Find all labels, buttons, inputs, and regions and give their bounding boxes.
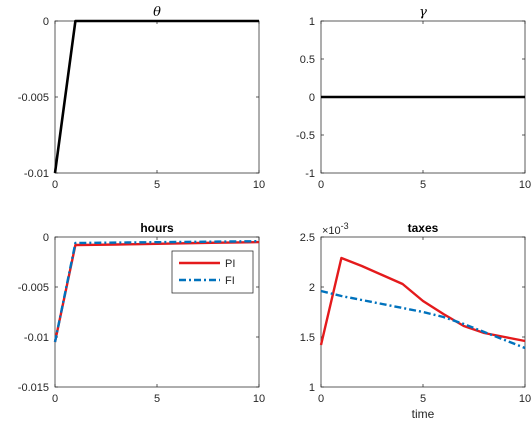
y-tick-label: -0.005: [18, 92, 49, 104]
legend: PI FI: [171, 250, 254, 294]
x-tick-label: 5: [154, 393, 160, 405]
axes-box: [54, 20, 260, 174]
x-tick-label: 0: [318, 393, 324, 405]
y-tick-label: -1: [305, 168, 315, 180]
legend-label-pi: PI: [225, 258, 235, 270]
series-line-fi: [320, 289, 526, 350]
x-tick-label: 5: [420, 393, 426, 405]
x-axis-label: time: [412, 407, 435, 421]
chart-title: θ: [153, 5, 161, 20]
chart-title: hours: [140, 221, 174, 235]
x-tick-label: 5: [420, 179, 426, 191]
x-tick-label: 10: [519, 179, 531, 191]
y-tick-label: 1.5: [300, 332, 315, 344]
y-tick-label: -0.015: [18, 382, 49, 394]
series-line-1: [53, 19, 259, 174]
y-tick-label: 0: [309, 92, 315, 104]
y-tick-label: 1: [309, 16, 315, 28]
x-tick-label: 10: [253, 179, 265, 191]
axis-exponent: ×10-3: [322, 221, 349, 237]
x-tick-label: 10: [253, 393, 265, 405]
y-tick-label: -0.01: [24, 168, 49, 180]
y-tick-label: 0: [43, 16, 49, 28]
y-tick-label: 1: [309, 382, 315, 394]
subplot-3: 0 5 10 -0.015 -0.01 -0.005 0 hours PI FI: [18, 221, 265, 405]
chart-title: γ: [419, 5, 427, 20]
chart-title: taxes: [408, 221, 439, 235]
x-tick-label: 0: [318, 179, 324, 191]
subplot-1: 0 5 10 -0.01 -0.005 0 θ: [18, 5, 265, 191]
y-tick-label: 0.5: [300, 54, 315, 66]
subplot-4: 0 5 10 1 1.5 2 2.5 taxes time ×10-3: [300, 221, 531, 421]
subplot-2: 0 5 10 -1 -0.5 0 0.5 1 γ: [296, 5, 531, 191]
legend-box: [171, 250, 254, 294]
legend-label-fi: FI: [225, 275, 235, 287]
x-tick-label: 10: [519, 393, 531, 405]
y-tick-label: 2.5: [300, 232, 315, 244]
x-tick-label: 5: [154, 179, 160, 191]
y-tick-label: -0.5: [296, 130, 315, 142]
y-tick-label: 0: [43, 232, 49, 244]
axes-box: [320, 236, 526, 388]
y-tick-label: 2: [309, 282, 315, 294]
y-tick-label: -0.005: [18, 282, 49, 294]
y-tick-label: -0.01: [24, 332, 49, 344]
x-tick-label: 0: [52, 179, 58, 191]
series-line-pi: [319, 256, 526, 346]
x-tick-label: 0: [52, 393, 58, 405]
series-line-fi: [53, 240, 260, 343]
